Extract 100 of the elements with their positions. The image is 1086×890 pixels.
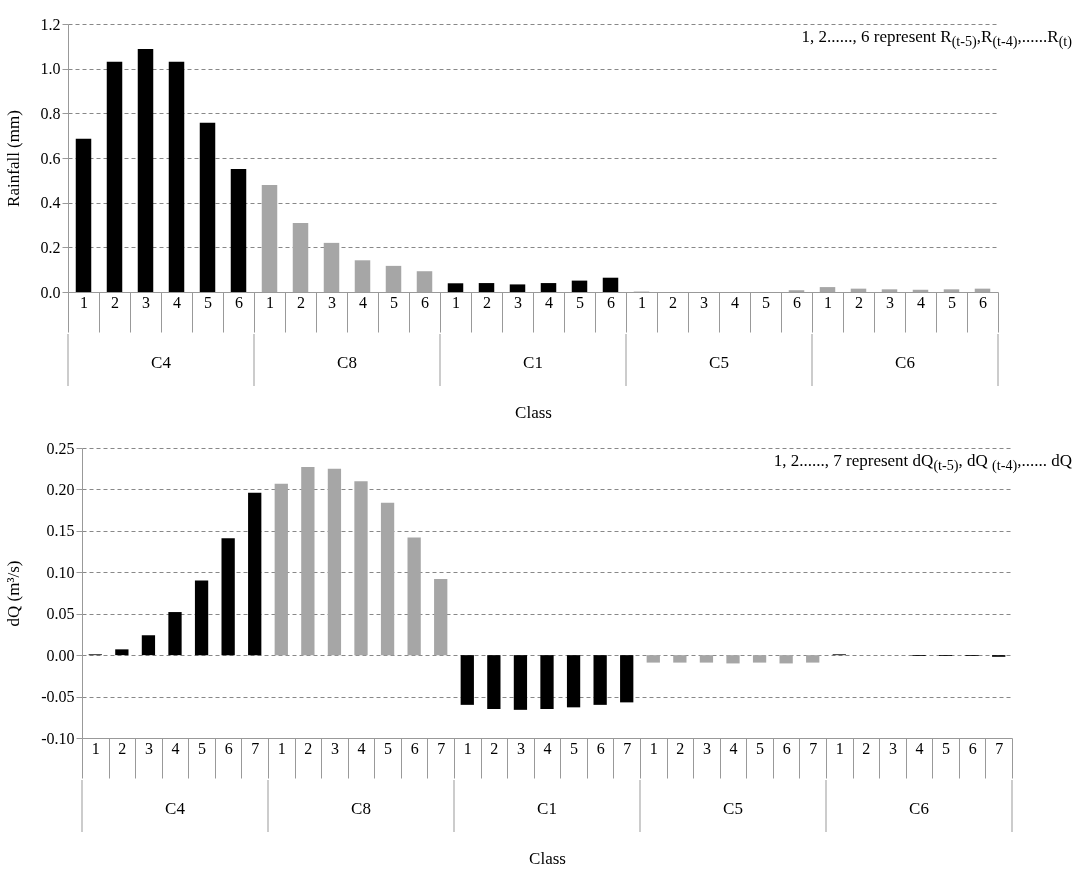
bar bbox=[137, 49, 154, 292]
bar bbox=[354, 260, 371, 292]
x-tick-label: 5 bbox=[204, 293, 212, 311]
y-tick-label: 0.6 bbox=[40, 149, 61, 167]
x-tick-label: 6 bbox=[596, 739, 605, 757]
bar bbox=[593, 655, 607, 705]
bar bbox=[416, 271, 433, 292]
y-tick-label: 0.2 bbox=[40, 238, 61, 256]
y-tick-label: 1.2 bbox=[40, 15, 61, 33]
bar bbox=[106, 61, 123, 292]
x-tick-label: 1 bbox=[649, 739, 658, 757]
x-tick-label: 2 bbox=[297, 293, 305, 311]
bar bbox=[540, 655, 554, 709]
x-tick-label: 5 bbox=[384, 739, 393, 757]
bar bbox=[620, 655, 634, 703]
x-tick-label: 2 bbox=[669, 293, 677, 311]
bar bbox=[540, 283, 557, 292]
text: C4 bbox=[165, 799, 186, 818]
text: C6 bbox=[895, 353, 915, 372]
x-tick-label: 6 bbox=[421, 293, 429, 311]
bar bbox=[327, 468, 342, 656]
bar bbox=[141, 635, 156, 656]
annotation: 1, 2......, 6 represent R$_{(t-5)}$,R$_{(t-4)}$,......R$_{(t)}$ bbox=[801, 27, 1072, 50]
bar bbox=[292, 222, 309, 292]
x-tick-label: 5 bbox=[948, 293, 956, 311]
bar bbox=[881, 289, 898, 292]
y-tick-label: 0.4 bbox=[40, 194, 61, 212]
text: C8 bbox=[351, 799, 371, 818]
x-tick-label: 4 bbox=[915, 739, 924, 757]
x-tick-label: 1 bbox=[638, 293, 646, 311]
x-tick-label: 5 bbox=[198, 739, 207, 757]
bar bbox=[819, 287, 836, 292]
bar bbox=[447, 283, 464, 292]
x-tick-label: 6 bbox=[224, 739, 233, 757]
x-tick-label: 1 bbox=[277, 739, 286, 757]
x-tick-label: 4 bbox=[359, 293, 367, 311]
x-tick-label: 4 bbox=[917, 293, 925, 311]
x-tick-label: 1 bbox=[452, 293, 460, 311]
x-tick-label: 5 bbox=[756, 739, 765, 757]
bar bbox=[566, 655, 581, 708]
y-tick-label: 0.05 bbox=[46, 605, 75, 623]
x-tick-label: 5 bbox=[942, 739, 951, 757]
x-tick-label: 3 bbox=[702, 739, 711, 757]
y-tick-label: 0.20 bbox=[46, 480, 75, 498]
x-tick-label: 1 bbox=[80, 293, 88, 311]
bar bbox=[478, 283, 495, 292]
x-tick-label: 2 bbox=[862, 739, 871, 757]
x-tick-label: 7 bbox=[623, 739, 632, 757]
x-tick-label: 3 bbox=[328, 293, 336, 311]
x-tick-label: 2 bbox=[676, 739, 685, 757]
bar bbox=[230, 168, 247, 292]
bar bbox=[261, 185, 278, 292]
x-axis-title: Class bbox=[515, 402, 552, 422]
bar bbox=[513, 655, 528, 710]
x-tick-label: 7 bbox=[995, 739, 1004, 757]
x-tick-label: 4 bbox=[545, 293, 553, 311]
y-axis-title: dQ (m³/s) bbox=[4, 560, 24, 627]
x-tick-label: 3 bbox=[700, 293, 708, 311]
y-axis-title: Rainfall (mm) bbox=[3, 110, 23, 207]
bar bbox=[752, 655, 767, 663]
y-tick-label: 1.0 bbox=[40, 60, 61, 78]
bar bbox=[194, 580, 209, 656]
y-tick-label: 0.25 bbox=[46, 439, 75, 457]
x-tick-label: 5 bbox=[762, 293, 770, 311]
bar bbox=[274, 483, 288, 656]
text: C6 bbox=[909, 799, 929, 818]
x-tick-label: 6 bbox=[793, 293, 801, 311]
y-tick-label: 0.8 bbox=[40, 104, 61, 122]
text: C4 bbox=[151, 353, 172, 372]
x-tick-label: 4 bbox=[729, 739, 738, 757]
x-tick-label: 6 bbox=[979, 293, 987, 311]
bar bbox=[699, 655, 714, 663]
x-tick-label: 4 bbox=[171, 739, 180, 757]
text: C5 bbox=[709, 353, 729, 372]
x-tick-label: 4 bbox=[731, 293, 739, 311]
x-tick-label: 2 bbox=[118, 739, 127, 757]
bar bbox=[726, 655, 740, 664]
bar bbox=[571, 280, 588, 292]
x-tick-label: 2 bbox=[855, 293, 863, 311]
x-tick-label: 6 bbox=[968, 739, 977, 757]
y-tick-label: 0.00 bbox=[46, 646, 75, 664]
bar bbox=[323, 242, 340, 292]
y-tick-label: 0.0 bbox=[40, 283, 61, 301]
x-tick-label: 1 bbox=[835, 739, 844, 757]
bar bbox=[434, 578, 448, 656]
x-tick-label: 3 bbox=[516, 739, 525, 757]
x-tick-label: 2 bbox=[111, 293, 119, 311]
x-tick-label: 7 bbox=[251, 739, 260, 757]
bar bbox=[115, 649, 129, 656]
x-tick-label: 1 bbox=[463, 739, 472, 757]
bar bbox=[301, 467, 315, 656]
bar bbox=[487, 655, 501, 709]
text: C8 bbox=[337, 353, 357, 372]
x-tick-label: 2 bbox=[483, 293, 491, 311]
x-tick-label: 2 bbox=[490, 739, 499, 757]
x-tick-label: 1 bbox=[266, 293, 274, 311]
x-tick-label: 6 bbox=[782, 739, 791, 757]
bar bbox=[221, 538, 235, 656]
bar bbox=[806, 655, 820, 663]
text: C5 bbox=[723, 799, 743, 818]
